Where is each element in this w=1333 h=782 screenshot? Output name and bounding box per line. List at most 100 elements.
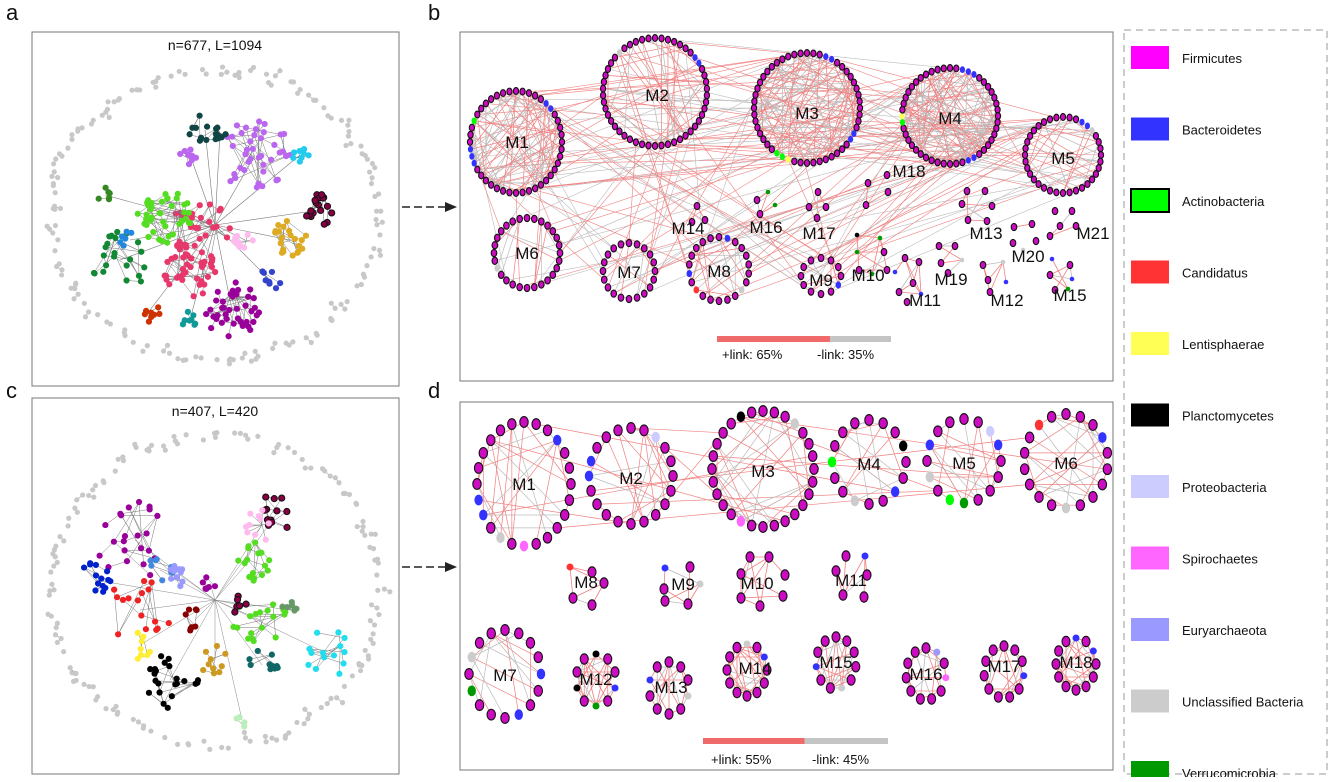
network-node	[180, 254, 186, 260]
module-node	[1098, 158, 1103, 165]
network-node	[260, 162, 266, 168]
network-node	[322, 468, 327, 473]
module-node	[854, 85, 859, 92]
module-node	[954, 65, 959, 72]
network-node	[363, 648, 368, 653]
module-node	[1011, 645, 1019, 655]
module-node	[884, 266, 890, 273]
network-node	[294, 720, 299, 725]
network-node	[300, 150, 306, 156]
module-node	[994, 692, 1002, 702]
module-node	[798, 159, 803, 166]
module-node	[773, 203, 778, 208]
network-node	[145, 234, 151, 240]
module-node	[558, 153, 563, 160]
module-node	[612, 54, 617, 61]
network-node	[107, 115, 112, 120]
network-node	[135, 597, 141, 603]
module-node	[1029, 220, 1035, 227]
network-node	[115, 631, 121, 637]
module-node	[605, 112, 610, 119]
panel-d-negative-link-label: -link: 45%	[812, 752, 870, 767]
module-node	[839, 590, 847, 600]
module-node	[687, 261, 693, 268]
network-node	[55, 237, 60, 242]
module-node	[1098, 479, 1106, 490]
module-node	[556, 257, 562, 264]
network-node	[318, 207, 324, 213]
network-node	[179, 578, 185, 584]
network-node	[305, 662, 311, 668]
legend-swatch	[1131, 761, 1169, 777]
module-node	[809, 477, 817, 488]
module-node	[881, 248, 887, 255]
module-node	[780, 153, 785, 160]
module-label: M21	[1076, 224, 1109, 243]
module-node	[600, 578, 608, 588]
module-node	[672, 139, 677, 146]
network-node	[320, 650, 326, 656]
module-node	[799, 427, 807, 438]
network-node	[155, 304, 161, 310]
network-node	[210, 225, 216, 231]
network-node	[141, 723, 146, 728]
network-node	[380, 220, 385, 225]
module-node	[752, 111, 757, 118]
arrow-c-to-d	[402, 562, 457, 572]
network-node	[123, 277, 129, 283]
module-node	[926, 472, 934, 483]
legend-item: Planctomycetes	[1131, 404, 1274, 427]
network-node	[121, 243, 127, 249]
module-node	[614, 516, 622, 527]
module-label: M2	[645, 86, 669, 105]
panel-b-label: b	[428, 0, 440, 25]
legend-label: Firmicutes	[1182, 51, 1242, 66]
network-node	[145, 586, 151, 592]
module-node	[618, 241, 624, 248]
module-node	[801, 263, 807, 270]
module-node	[622, 45, 627, 52]
module-node	[980, 261, 986, 268]
legend-item: Actinobacteria	[1131, 189, 1265, 212]
module-node	[960, 258, 965, 263]
module-node	[496, 425, 504, 436]
module-node	[804, 50, 809, 57]
network-node	[147, 506, 153, 512]
network-node	[271, 142, 277, 148]
network-node	[290, 155, 296, 161]
network-node	[373, 217, 378, 222]
network-node	[189, 624, 195, 630]
network-node	[191, 293, 197, 299]
module-node	[732, 238, 738, 245]
network-node	[102, 185, 108, 191]
network-node	[180, 266, 186, 272]
network-node	[91, 118, 96, 123]
legend-label: Bacteroidetes	[1182, 123, 1262, 138]
module-node	[1041, 185, 1046, 192]
module-node	[851, 130, 856, 137]
module-node	[928, 694, 936, 704]
module-node	[786, 53, 791, 60]
module-node	[617, 128, 622, 135]
network-node	[256, 118, 262, 124]
network-node	[263, 734, 268, 739]
network-node	[197, 236, 203, 242]
module-node	[561, 510, 569, 521]
network-node	[212, 431, 217, 436]
network-node	[53, 190, 58, 195]
network-node	[369, 175, 374, 180]
network-node	[321, 105, 326, 110]
module-node	[739, 244, 745, 251]
network-node	[204, 71, 209, 76]
network-node	[259, 183, 265, 189]
module-node	[986, 426, 994, 437]
network-node	[93, 483, 98, 488]
module-node	[838, 684, 845, 691]
network-node	[102, 522, 108, 528]
module-node	[855, 233, 860, 238]
network-node	[273, 285, 279, 291]
module-node	[1050, 257, 1055, 262]
network-node	[208, 325, 214, 331]
network-node	[236, 603, 242, 609]
